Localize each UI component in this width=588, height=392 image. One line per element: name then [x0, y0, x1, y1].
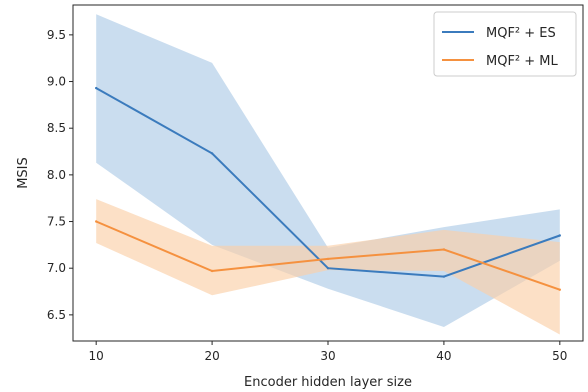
series-lines: [95, 86, 561, 291]
point-series-1-30: [326, 267, 330, 270]
y-tick-label: 7.5: [47, 215, 66, 229]
point-series-2-40: [442, 248, 446, 251]
y-tick-label: 7.0: [47, 261, 66, 275]
y-axis-ticks: 6.5 7.0 7.5 8.0 8.5 9.0 9.5: [47, 28, 73, 322]
point-series-2-50: [558, 288, 561, 291]
point-series-2-10: [95, 220, 98, 223]
legend-label-series-2: MQF² + ML: [486, 54, 559, 69]
x-tick-label: 40: [436, 349, 451, 363]
point-series-1-50: [558, 234, 561, 237]
point-series-1-20: [210, 152, 214, 155]
y-tick-label: 8.5: [47, 121, 66, 135]
y-axis-label: MSIS: [16, 157, 31, 189]
legend-label-series-1: MQF² + ES: [486, 26, 556, 41]
y-tick-label: 6.5: [47, 308, 66, 322]
point-series-1-10: [95, 86, 98, 90]
x-tick-label: 50: [552, 349, 567, 363]
point-series-1-40: [442, 275, 446, 278]
y-tick-label: 9.5: [47, 28, 66, 42]
point-series-2-20: [210, 269, 214, 273]
x-tick-label: 10: [89, 349, 104, 363]
x-axis-ticks: 10 20 30 40 50: [89, 341, 567, 363]
y-tick-label: 9.0: [47, 75, 66, 89]
x-axis-label: Encoder hidden layer size: [244, 375, 412, 390]
x-tick-label: 30: [320, 349, 335, 363]
x-tick-label: 20: [204, 349, 219, 363]
legend: MQF² + ES MQF² + ML: [433, 11, 577, 77]
y-tick-label: 8.0: [47, 168, 66, 182]
point-series-2-30: [326, 257, 330, 261]
